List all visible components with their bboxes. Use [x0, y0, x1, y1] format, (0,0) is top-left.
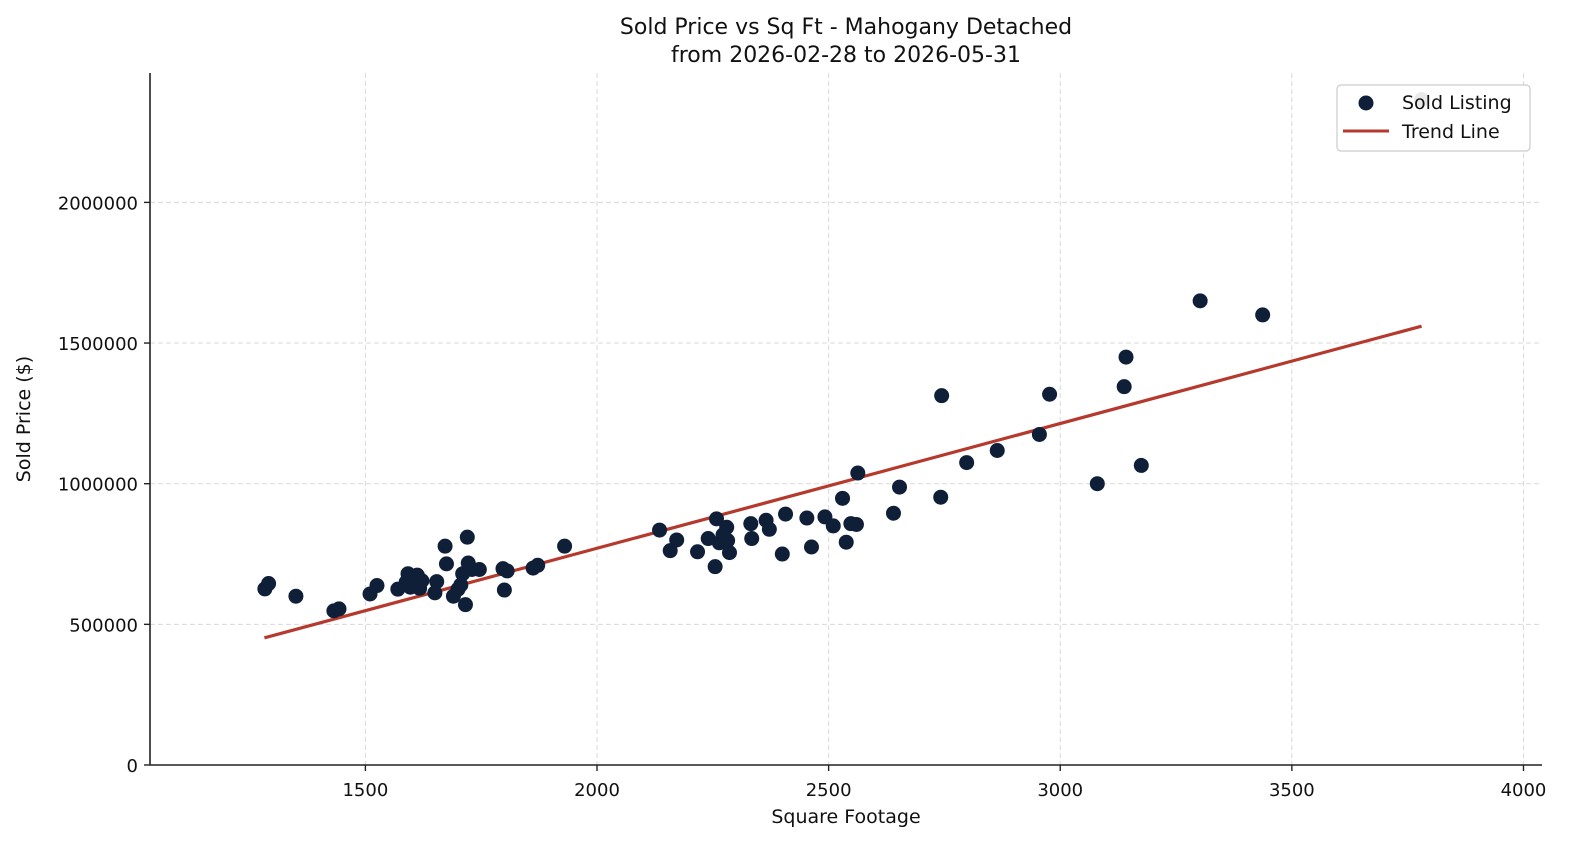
data-point — [959, 455, 975, 471]
data-point — [1116, 379, 1132, 395]
data-point — [261, 576, 277, 592]
data-point — [530, 557, 546, 573]
grid-lines — [150, 73, 1542, 766]
data-point — [934, 388, 950, 404]
data-point — [850, 465, 866, 481]
data-point — [1118, 349, 1134, 365]
data-point — [1192, 293, 1208, 309]
data-point — [892, 479, 908, 495]
y-tick-label: 0 — [127, 756, 138, 777]
x-tick-label: 3000 — [1037, 780, 1083, 801]
data-point — [848, 516, 864, 532]
data-point — [453, 577, 469, 593]
y-ticks: 0 500000 1000000 1500000 2000000 — [58, 193, 150, 777]
data-point — [457, 597, 473, 613]
data-point — [835, 490, 851, 506]
data-point — [719, 519, 735, 535]
data-point — [437, 538, 453, 554]
x-tick-label: 3500 — [1269, 780, 1315, 801]
data-point — [427, 585, 443, 601]
data-point — [989, 443, 1005, 459]
y-tick-label: 500000 — [69, 615, 138, 636]
data-point — [744, 531, 760, 547]
sold-listing-series — [257, 92, 1430, 619]
y-axis-label: Sold Price ($) — [13, 356, 35, 482]
data-point — [499, 563, 515, 579]
data-point — [557, 538, 573, 554]
y-tick-label: 2000000 — [58, 193, 138, 214]
x-tick-label: 1500 — [342, 780, 388, 801]
x-tick-label: 2500 — [806, 780, 852, 801]
data-point — [709, 511, 725, 527]
data-point — [838, 534, 854, 550]
data-point — [774, 546, 790, 562]
data-point — [496, 582, 512, 598]
data-point — [288, 588, 304, 604]
x-tick-label: 4000 — [1501, 780, 1547, 801]
legend-label-sold-listing: Sold Listing — [1402, 92, 1512, 114]
x-ticks: 1500 2000 2500 3000 3500 4000 — [342, 765, 1546, 801]
data-point — [1089, 476, 1105, 492]
data-point — [1133, 457, 1149, 473]
data-point — [331, 601, 347, 617]
data-point — [1031, 426, 1047, 442]
data-point — [690, 544, 706, 560]
data-point — [761, 521, 777, 537]
data-point — [720, 533, 736, 549]
data-point — [369, 578, 385, 594]
data-point — [885, 505, 901, 521]
data-point — [933, 489, 949, 505]
data-point — [471, 561, 487, 577]
data-point — [429, 574, 445, 590]
y-tick-label: 1500000 — [58, 334, 138, 355]
x-tick-label: 2000 — [574, 780, 620, 801]
data-point — [459, 529, 475, 545]
data-point — [1042, 386, 1058, 402]
legend-marker-sold-listing — [1358, 95, 1374, 111]
data-point — [721, 545, 737, 561]
data-point — [799, 510, 815, 526]
chart-title: Sold Price vs Sq Ft - Mahogany Detached — [620, 15, 1072, 40]
data-point — [803, 539, 819, 555]
chart-header: Sold Price vs Sq Ft - Mahogany Detached … — [620, 15, 1072, 68]
data-point — [743, 516, 759, 532]
data-point — [438, 556, 454, 572]
data-point — [652, 522, 668, 538]
legend-label-trend-line: Trend Line — [1401, 121, 1500, 143]
legend: Sold Listing Trend Line — [1336, 84, 1531, 152]
chart-subtitle: from 2026-02-28 to 2026-05-31 — [671, 43, 1021, 68]
data-point — [669, 532, 685, 548]
data-point — [825, 518, 841, 534]
legend-box — [1336, 84, 1531, 152]
x-axis-label: Square Footage — [771, 806, 920, 828]
data-point — [778, 506, 794, 522]
axes — [149, 73, 1542, 766]
y-tick-label: 1000000 — [58, 475, 138, 496]
data-point — [1255, 307, 1271, 323]
data-point — [414, 573, 430, 589]
data-point — [707, 559, 723, 575]
